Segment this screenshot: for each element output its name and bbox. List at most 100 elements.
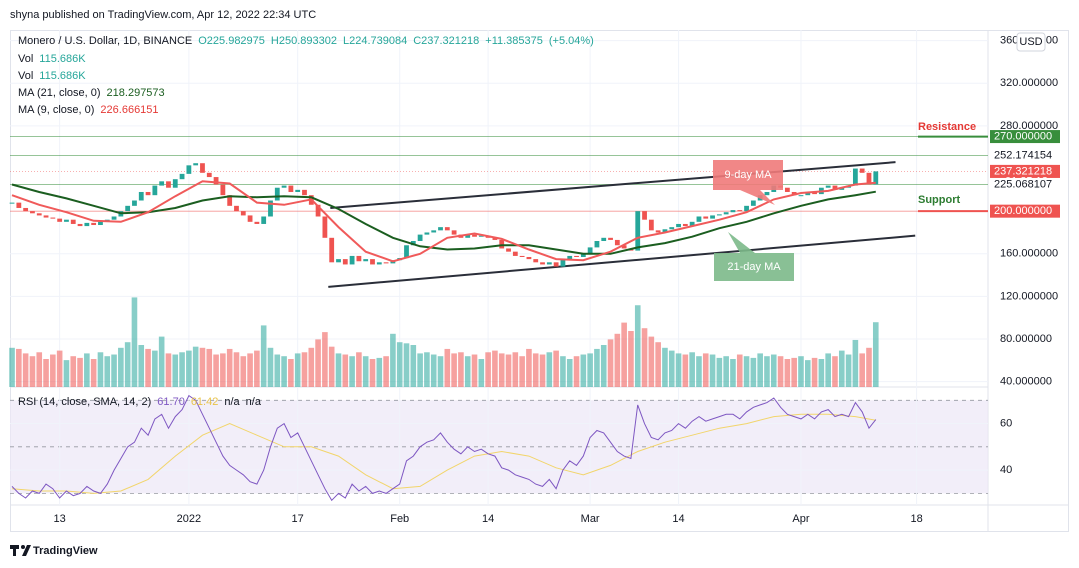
volume-bar (730, 359, 736, 387)
volume-bar (356, 352, 362, 387)
volume-bar (247, 353, 253, 387)
resistance-label: Resistance (918, 121, 976, 133)
candle (696, 216, 702, 222)
change-pct: (+5.04%) (548, 35, 594, 47)
candle (703, 216, 709, 219)
candle (608, 237, 613, 240)
brand: TradingView (33, 545, 98, 557)
volume-bar (29, 356, 36, 387)
volume-bar (600, 345, 607, 387)
candle (206, 172, 212, 178)
level-label: 252.174154 (994, 149, 1052, 161)
candle (614, 239, 620, 246)
rsi-ma-line (11, 413, 876, 494)
candle (852, 168, 858, 186)
candle (383, 262, 389, 264)
volume-bar (621, 322, 627, 387)
volume-bar (539, 354, 546, 387)
volume-bar (403, 343, 410, 387)
candle (859, 168, 865, 173)
volume-bar (859, 353, 865, 387)
candle (220, 184, 226, 196)
volume-bar (668, 350, 675, 387)
candle (50, 217, 56, 219)
volume-bar (390, 333, 396, 387)
volume-bar (471, 354, 478, 387)
candle (512, 251, 518, 256)
candle (750, 200, 756, 206)
volume-bar (97, 352, 104, 387)
volume-bar (519, 356, 525, 387)
volume-bar (90, 359, 97, 387)
volume-bar (757, 353, 763, 387)
candle (342, 259, 348, 265)
volume-bar (315, 339, 321, 387)
volume-bar (566, 359, 573, 387)
candle (716, 214, 722, 216)
rsi-title: RSI (14, close, SMA, 14, 2) (18, 396, 152, 408)
volume-bar (328, 346, 335, 387)
candle (574, 255, 579, 257)
candle (506, 248, 511, 252)
level-label: 237.321218 (994, 165, 1052, 177)
candle (798, 195, 804, 197)
y-tick-label: 320.000000 (1000, 77, 1058, 89)
candle (723, 212, 729, 215)
level-box (990, 177, 1060, 191)
volume-bar (274, 354, 281, 387)
candle (621, 245, 627, 249)
y-tick-label: 280.000000 (1000, 120, 1058, 132)
volume-bar (532, 353, 539, 387)
candle (478, 235, 484, 237)
candle (601, 237, 607, 242)
candle (710, 215, 715, 219)
candle (200, 163, 205, 173)
volume-bar (485, 352, 491, 387)
rsi-na: n/a (224, 396, 240, 408)
candle (166, 181, 171, 188)
volume-bar (689, 352, 695, 387)
candle (744, 205, 749, 212)
candle (363, 259, 369, 262)
vol-legend: Vol 115.686K (18, 70, 86, 82)
ma9-name: MA (9, close, 0) (18, 104, 95, 116)
volume-bar (777, 356, 784, 387)
volume-bar (573, 356, 580, 387)
volume-bar (458, 352, 464, 387)
volume-bar (70, 356, 77, 387)
volume-bar (424, 352, 430, 387)
close: C237.321218 (413, 35, 480, 47)
volume-bar (186, 350, 192, 387)
candle (77, 223, 83, 227)
candle (268, 200, 273, 217)
vol-name: Vol (18, 53, 34, 65)
candle (764, 191, 770, 196)
currency: USD (1019, 36, 1042, 48)
volume-bar (410, 345, 417, 387)
candle (424, 232, 430, 235)
candle (553, 262, 559, 267)
candle (370, 259, 375, 265)
volume-bar (546, 352, 553, 387)
volume-bar (736, 354, 743, 387)
volume-bar (77, 357, 83, 387)
candle (635, 211, 641, 251)
vol-legend: Vol 115.686K (18, 53, 86, 65)
candle (322, 216, 328, 238)
volume-bar (254, 350, 260, 387)
x-tick-label: Feb (390, 513, 409, 525)
candle (159, 181, 165, 186)
rsi-tick-label: 60 (1000, 417, 1012, 429)
candle (737, 210, 743, 212)
volume-bar (750, 357, 757, 387)
candle (186, 165, 192, 174)
candle (730, 210, 736, 213)
volume-bar (376, 357, 383, 387)
volume-bar (430, 354, 437, 387)
y-tick-label: 160.000000 (1000, 248, 1058, 260)
x-tick-label: Apr (792, 513, 809, 525)
volume-bar (770, 354, 777, 387)
candle (676, 223, 681, 228)
volume-bar (233, 352, 240, 387)
quote-legend: Monero / U.S. Dollar, 1D, BINANCE O225.9… (18, 35, 594, 47)
